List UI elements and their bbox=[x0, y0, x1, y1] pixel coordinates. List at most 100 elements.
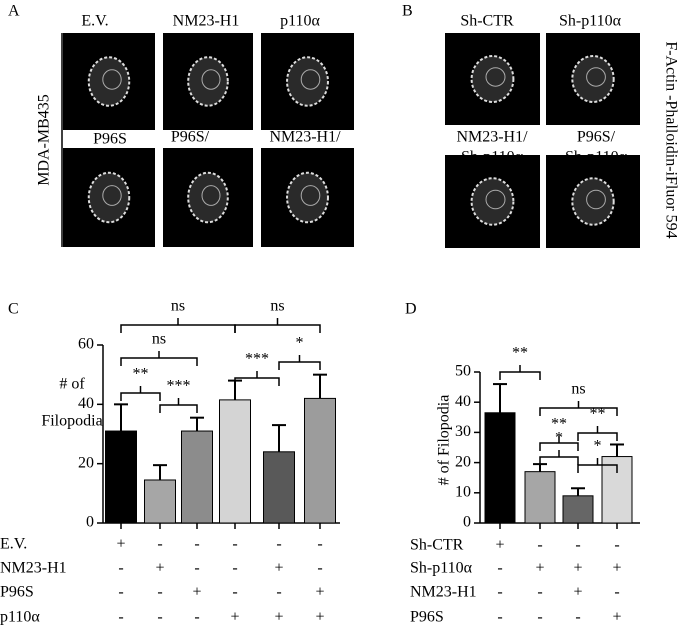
cell bbox=[470, 55, 515, 103]
cell bbox=[187, 171, 229, 224]
y-tick-label: 30 bbox=[455, 423, 471, 440]
image-caption: P96S bbox=[93, 131, 127, 148]
image-caption: NM23-H1 bbox=[173, 13, 240, 30]
significance-label: * bbox=[594, 438, 602, 455]
y-tick-label: 40 bbox=[78, 395, 94, 412]
condition-label: p110α bbox=[0, 609, 40, 626]
condition-mark: + bbox=[573, 560, 582, 577]
condition-label: P96S bbox=[410, 609, 444, 626]
cell bbox=[87, 56, 131, 107]
significance-label: * bbox=[296, 335, 304, 352]
significance-label: * bbox=[555, 430, 563, 447]
image-caption: NM23-H1/ bbox=[456, 129, 528, 146]
condition-mark: - bbox=[276, 536, 281, 553]
condition-mark: - bbox=[575, 537, 580, 554]
condition-mark: - bbox=[232, 560, 237, 577]
significance-bracket bbox=[539, 450, 579, 465]
condition-mark: - bbox=[497, 560, 502, 577]
y-tick-label: 20 bbox=[78, 454, 94, 471]
significance-bracket bbox=[159, 398, 198, 413]
condition-mark: - bbox=[194, 536, 199, 553]
condition-mark: - bbox=[317, 560, 322, 577]
cell-inner bbox=[102, 69, 122, 90]
condition-mark: - bbox=[118, 560, 123, 577]
significance-bracket bbox=[120, 386, 161, 401]
cell-inner bbox=[201, 185, 221, 206]
cell bbox=[571, 177, 615, 226]
condition-mark: + bbox=[573, 584, 582, 601]
cell bbox=[571, 55, 615, 103]
significance-label: ** bbox=[512, 345, 528, 362]
image-caption: Sh-p110α bbox=[559, 13, 622, 30]
significance-label: ns bbox=[171, 298, 185, 315]
cell-inner bbox=[102, 185, 122, 206]
significance-bracket bbox=[539, 401, 618, 416]
significance-label: ** bbox=[551, 416, 567, 433]
image-caption: Sh-p110α bbox=[461, 149, 524, 166]
image-caption: p110α bbox=[280, 13, 320, 30]
panel-label: A bbox=[8, 3, 20, 20]
image-caption: p110 bbox=[174, 149, 205, 166]
bar bbox=[181, 430, 213, 524]
cell-inner bbox=[586, 67, 606, 87]
image-caption: p110α bbox=[285, 149, 325, 166]
condition-label: E.V. bbox=[0, 536, 27, 553]
significance-label: *** bbox=[245, 351, 269, 368]
significance-bracket bbox=[577, 426, 618, 441]
condition-mark: - bbox=[232, 584, 237, 601]
y-tick-label: 20 bbox=[455, 453, 471, 470]
cell-inner bbox=[300, 185, 321, 206]
cell-inner bbox=[485, 67, 506, 87]
condition-label: NM23-H1 bbox=[410, 584, 477, 601]
cell bbox=[87, 171, 131, 224]
condition-mark: - bbox=[614, 584, 619, 601]
condition-label: NM23-H1 bbox=[0, 560, 67, 577]
bar bbox=[484, 412, 516, 524]
condition-mark: - bbox=[118, 609, 123, 626]
image-caption: NM23-H1/ bbox=[269, 129, 341, 146]
condition-mark: - bbox=[157, 584, 162, 601]
condition-mark: - bbox=[575, 609, 580, 626]
cell-inner bbox=[300, 69, 321, 90]
condition-mark: - bbox=[497, 584, 502, 601]
cell bbox=[470, 177, 515, 226]
condition-mark: - bbox=[118, 584, 123, 601]
condition-mark: - bbox=[614, 537, 619, 554]
cell-inner bbox=[485, 189, 506, 210]
condition-mark: + bbox=[535, 560, 544, 577]
condition-mark: - bbox=[497, 609, 502, 626]
significance-label: *** bbox=[167, 378, 191, 395]
bar bbox=[562, 495, 594, 524]
condition-mark: - bbox=[276, 584, 281, 601]
image-caption: Sh-p110α bbox=[565, 149, 628, 166]
side-label: F-Actin -Phalloidin-iFluor 594 bbox=[662, 41, 679, 238]
y-tick-label: 50 bbox=[455, 363, 471, 380]
condition-mark: - bbox=[537, 537, 542, 554]
side-label: MDA-MB435 bbox=[36, 94, 53, 186]
y-axis-label: # of Filopodia bbox=[436, 395, 453, 486]
significance-bracket bbox=[120, 351, 198, 366]
condition-label: Sh-p110α bbox=[410, 560, 473, 577]
condition-mark: + bbox=[612, 560, 621, 577]
bar bbox=[105, 430, 137, 524]
condition-mark: - bbox=[317, 536, 322, 553]
significance-bracket bbox=[234, 371, 280, 386]
image-caption: E.V. bbox=[81, 13, 108, 30]
significance-bracket bbox=[120, 318, 236, 333]
condition-mark: + bbox=[274, 609, 283, 626]
y-axis-label: # of bbox=[59, 376, 85, 393]
bar bbox=[219, 399, 251, 524]
image-caption: P96S/ bbox=[171, 129, 210, 146]
condition-mark: - bbox=[537, 609, 542, 626]
cell bbox=[187, 56, 229, 107]
significance-label: ** bbox=[133, 366, 149, 383]
y-axis-label: Filopodia bbox=[41, 413, 102, 430]
y-tick-label: 0 bbox=[86, 514, 94, 531]
cell-inner bbox=[201, 69, 221, 90]
condition-mark: + bbox=[155, 560, 164, 577]
bar bbox=[144, 479, 176, 524]
y-tick-label: 60 bbox=[78, 336, 94, 353]
significance-bracket bbox=[577, 458, 618, 473]
condition-mark: - bbox=[194, 560, 199, 577]
significance-bracket bbox=[278, 355, 321, 370]
